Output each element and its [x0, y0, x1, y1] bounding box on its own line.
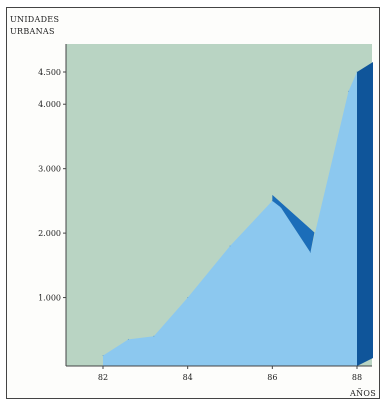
chart-axes: [63, 44, 372, 369]
y-tick-label-3: 4.000: [38, 100, 61, 109]
area-series-side-face: [272, 194, 315, 253]
data-point-0: [102, 354, 104, 357]
y-tick-label-2: 3.000: [38, 165, 61, 174]
data-point-7: [309, 251, 312, 254]
area-series-end-face: [357, 62, 373, 366]
y-tick-label-4: 4.500: [38, 68, 61, 77]
x-axis-title: AÑOS: [349, 389, 376, 398]
data-point-1: [127, 338, 129, 341]
x-tick-label-0: 82: [98, 373, 108, 382]
data-point-5: [271, 200, 273, 202]
y-tick-label-0: 1.000: [38, 294, 61, 303]
data-point-8: [347, 90, 350, 92]
x-tick-label-1: 84: [183, 373, 193, 382]
y-axis-title-line-0: UNIDADES: [10, 15, 59, 24]
y-tick-label-1: 2.000: [38, 229, 61, 238]
data-point-2: [153, 335, 155, 337]
data-point-9: [356, 71, 358, 73]
data-point-3: [187, 296, 189, 299]
y-axis-title-line-1: URBANAS: [10, 27, 55, 36]
x-tick-label-3: 88: [352, 373, 362, 382]
area-series-fill: [103, 72, 357, 366]
data-point-4: [229, 245, 231, 247]
chart-marks: [102, 62, 373, 366]
data-point-6: [280, 206, 282, 208]
chart-labels: 1.000 2.000 3.000 4.000 4.500 82 84 86 88 UNIDADE…: [10, 15, 376, 398]
x-tick-label-2: 86: [267, 373, 277, 382]
